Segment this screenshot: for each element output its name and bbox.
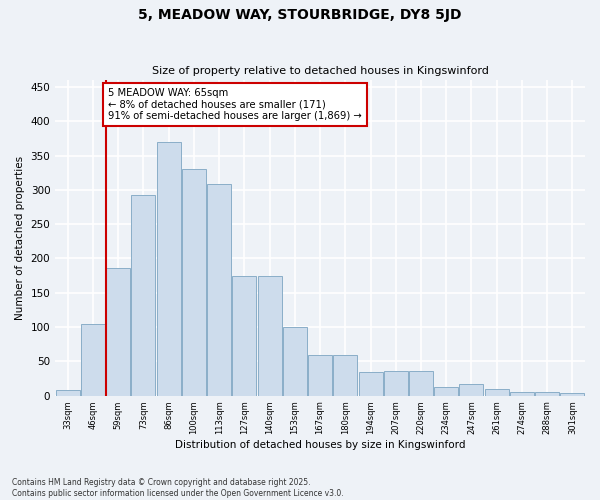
Bar — [232, 276, 256, 396]
Bar — [182, 170, 206, 396]
Bar — [510, 392, 534, 396]
Bar — [334, 355, 357, 396]
Text: Contains HM Land Registry data © Crown copyright and database right 2025.
Contai: Contains HM Land Registry data © Crown c… — [12, 478, 344, 498]
Bar — [409, 371, 433, 396]
X-axis label: Distribution of detached houses by size in Kingswinford: Distribution of detached houses by size … — [175, 440, 466, 450]
Bar — [283, 327, 307, 396]
Bar — [257, 276, 281, 396]
Bar — [308, 355, 332, 396]
Text: 5 MEADOW WAY: 65sqm
← 8% of detached houses are smaller (171)
91% of semi-detach: 5 MEADOW WAY: 65sqm ← 8% of detached hou… — [108, 88, 362, 122]
Bar — [157, 142, 181, 396]
Bar — [434, 387, 458, 396]
Text: 5, MEADOW WAY, STOURBRIDGE, DY8 5JD: 5, MEADOW WAY, STOURBRIDGE, DY8 5JD — [138, 8, 462, 22]
Bar — [384, 371, 408, 396]
Bar — [460, 384, 484, 396]
Bar — [535, 392, 559, 396]
Y-axis label: Number of detached properties: Number of detached properties — [15, 156, 25, 320]
Bar — [81, 324, 105, 396]
Bar — [485, 389, 509, 396]
Bar — [56, 390, 80, 396]
Bar — [560, 393, 584, 396]
Bar — [207, 184, 231, 396]
Bar — [359, 372, 383, 396]
Bar — [131, 194, 155, 396]
Title: Size of property relative to detached houses in Kingswinford: Size of property relative to detached ho… — [152, 66, 488, 76]
Bar — [106, 268, 130, 396]
